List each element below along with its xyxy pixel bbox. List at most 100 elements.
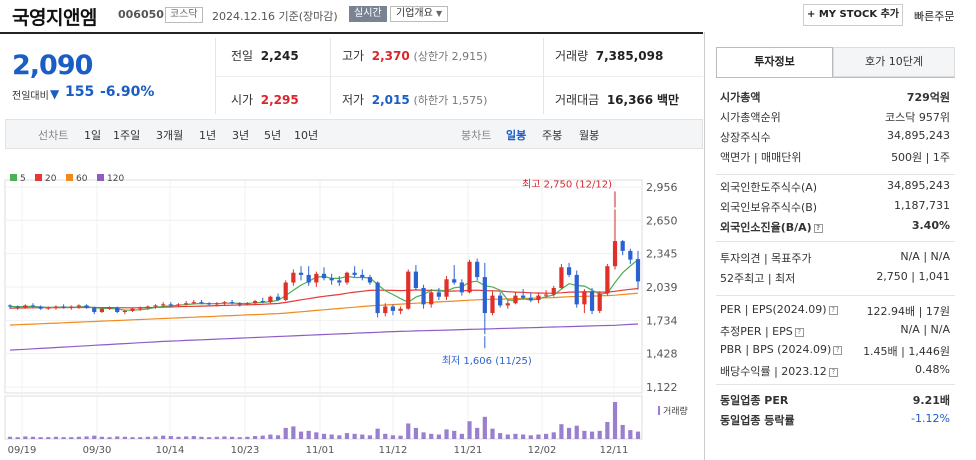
prev-close-label: 전일 xyxy=(231,49,254,63)
compare-label: 전일대비 xyxy=(12,91,49,102)
candle-body xyxy=(375,282,380,314)
candle-body xyxy=(467,261,472,293)
price-chart[interactable]: 2,956 2,650 2,345 2,039 1,734 1,428 1,122 09/19… xyxy=(0,160,703,460)
tab-1week[interactable]: 1주일 xyxy=(113,129,141,142)
candle-body xyxy=(329,278,334,281)
realtime-button[interactable]: 실시간 xyxy=(349,6,387,22)
volume-bar xyxy=(76,436,82,439)
volume-bar xyxy=(237,437,242,439)
company-overview-label: 기업개요 xyxy=(396,8,433,19)
tab-weekly[interactable]: 주봉 xyxy=(542,129,563,142)
help-icon[interactable]: ? xyxy=(794,327,804,337)
volume-bar xyxy=(161,435,166,439)
add-mystock-button[interactable]: + MY STOCK 추가 xyxy=(803,4,903,26)
info-key: 시가총액순위 xyxy=(720,111,781,124)
volume-bar xyxy=(375,428,380,439)
volume-bar xyxy=(298,431,304,439)
volume-bar xyxy=(199,436,204,439)
low-price: 저가 2,015 (하한가 1,575) xyxy=(342,91,487,108)
legend-swatch xyxy=(97,174,104,181)
volume-bar xyxy=(528,435,533,439)
y-tick-label: 2,039 xyxy=(646,281,678,294)
candle-body xyxy=(161,304,166,306)
tab-1day[interactable]: 1일 xyxy=(84,129,102,142)
volume-bar xyxy=(214,436,219,439)
candle-body xyxy=(153,305,158,307)
info-value: 34,895,243 xyxy=(887,179,950,192)
open-label: 시가 xyxy=(231,93,254,107)
ma60-line xyxy=(9,292,639,326)
candle-body xyxy=(383,306,388,314)
legend-label: 60 xyxy=(76,174,88,184)
volume-bar xyxy=(589,431,595,439)
compare-percent: -6.90% xyxy=(100,84,155,100)
candle-body xyxy=(283,282,288,300)
tab-monthly[interactable]: 월봉 xyxy=(579,129,600,142)
volume-value: 7,385,098 xyxy=(595,49,664,63)
help-icon[interactable]: ? xyxy=(828,367,838,377)
volume-bar xyxy=(115,436,120,439)
help-icon[interactable]: ? xyxy=(828,305,838,315)
tab-5year[interactable]: 5년 xyxy=(264,129,282,142)
candle-body xyxy=(551,287,556,295)
volume-bar xyxy=(138,437,143,439)
candle-body xyxy=(130,308,135,311)
candle-body xyxy=(528,297,533,300)
info-key: 상장주식수 xyxy=(720,131,771,144)
info-key: 외국인소진율(B/A)? xyxy=(720,219,823,235)
candle-body xyxy=(429,292,434,305)
y-tick-label: 2,956 xyxy=(646,181,678,194)
volume-bar xyxy=(475,427,480,439)
info-key: 시가총액 xyxy=(720,91,761,104)
tab-10year[interactable]: 10년 xyxy=(294,129,319,142)
volume-bar xyxy=(252,436,258,439)
candle-body xyxy=(628,250,633,260)
x-tick-label: 12/11 xyxy=(600,445,629,456)
info-key: PBR | BPS (2024.09)? xyxy=(720,343,843,356)
candle-body xyxy=(344,272,350,283)
candle-body xyxy=(191,302,196,304)
x-tick-label: 11/01 xyxy=(306,445,335,456)
volume-bar xyxy=(99,436,105,439)
candle-chart-label[interactable]: 봉차트 xyxy=(461,129,492,142)
info-value: 1,187,731 xyxy=(894,199,950,212)
candle-body xyxy=(498,295,503,306)
company-overview-dropdown[interactable]: 기업개요 ▼ xyxy=(390,6,449,22)
y-tick-label: 1,734 xyxy=(646,314,678,327)
volume-legend-swatch xyxy=(658,406,660,415)
candle-body xyxy=(245,303,250,305)
candle-body xyxy=(260,301,265,303)
info-row: 동일업종 등락률 -1.12% xyxy=(720,412,950,430)
tab-daily[interactable]: 일봉 xyxy=(506,129,527,142)
help-icon[interactable]: ? xyxy=(813,223,823,233)
legend-swatch xyxy=(66,174,73,181)
candle-body xyxy=(298,272,304,275)
candle-body xyxy=(76,305,82,307)
line-chart-label[interactable]: 선차트 xyxy=(38,129,69,142)
volume-bar xyxy=(337,435,342,439)
candle-body xyxy=(168,304,173,306)
info-row: 동일업종 PER 9.21배 xyxy=(720,392,950,410)
info-row: PER | EPS(2024.09)? 122.94배 | 17원 xyxy=(720,303,950,321)
candle-body xyxy=(184,303,189,305)
info-row: 배당수익률 | 2023.12? 0.48% xyxy=(720,363,950,381)
quick-order-link[interactable]: 빠른주문 xyxy=(914,10,955,23)
candle-body xyxy=(398,308,403,311)
y-tick-label: 2,345 xyxy=(646,248,678,261)
tab-investment-info[interactable]: 투자정보 xyxy=(716,47,833,77)
open-price: 시가 2,295 xyxy=(231,91,299,108)
info-key: 외국인보유주식수(B) xyxy=(720,201,818,214)
tab-3month[interactable]: 3개월 xyxy=(156,129,184,142)
info-value: N/A | N/A xyxy=(900,250,950,263)
tab-orderbook[interactable]: 호가 10단계 xyxy=(833,47,955,77)
candle-body xyxy=(92,307,97,312)
volume-bar xyxy=(574,425,579,439)
tab-3year[interactable]: 3년 xyxy=(232,129,250,142)
x-tick-label: 11/12 xyxy=(379,445,408,456)
tab-1year[interactable]: 1년 xyxy=(199,129,217,142)
help-icon[interactable]: ? xyxy=(833,345,843,355)
candle-body xyxy=(620,241,625,251)
info-key: PER | EPS(2024.09)? xyxy=(720,303,838,316)
info-value: 34,895,243 xyxy=(887,129,950,142)
candle-body xyxy=(406,271,411,309)
